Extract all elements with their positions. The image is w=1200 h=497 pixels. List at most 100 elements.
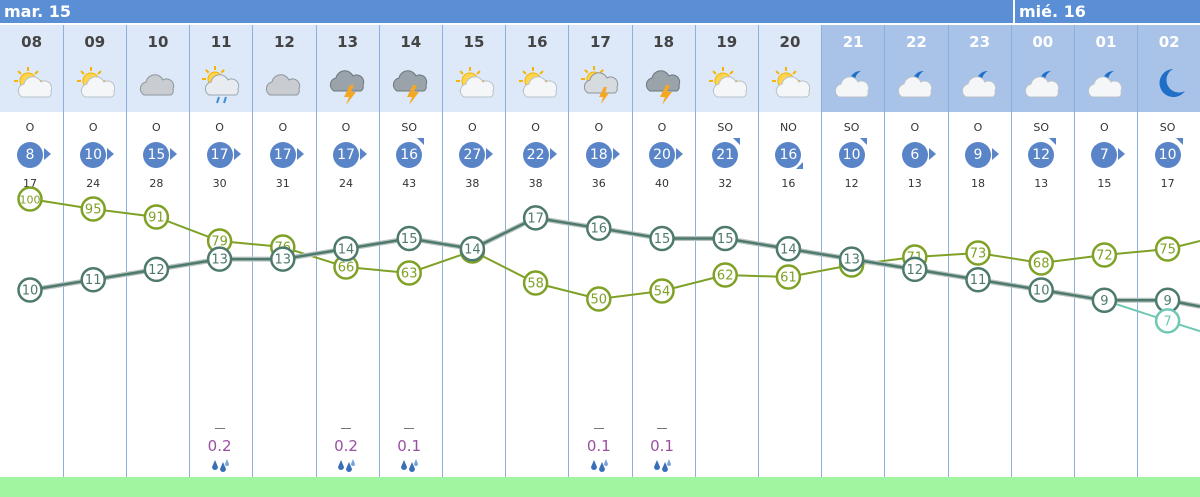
wind-speed-badge: 17 xyxy=(269,142,296,168)
wind-direction: O xyxy=(215,121,224,134)
wind-speed-badge: 7 xyxy=(1091,142,1118,168)
wind-direction: SO xyxy=(1033,121,1049,134)
data-point xyxy=(522,270,549,296)
wind-direction: SO xyxy=(1159,121,1176,134)
precip-amount: 0.1 xyxy=(397,437,422,455)
data-point xyxy=(459,236,486,262)
hour-label: 20 xyxy=(779,33,801,51)
hour-label: 22 xyxy=(905,33,927,51)
wind-direction: O xyxy=(1100,121,1109,134)
sun-cloud-icon xyxy=(519,67,558,98)
column-divider xyxy=(631,25,633,493)
data-label: 14 xyxy=(338,242,355,257)
data-point xyxy=(80,196,106,222)
wind-arrow-icon xyxy=(676,148,683,160)
precip-amount: 0.1 xyxy=(650,437,674,455)
wind-speed-badge: 9 xyxy=(965,142,991,168)
data-label: 13 xyxy=(275,253,292,268)
data-label: 15 xyxy=(401,232,418,247)
hour-header: 13 xyxy=(316,25,380,112)
wind-arrow-icon xyxy=(1118,148,1126,160)
hour-header: 23 xyxy=(948,25,1012,112)
moon-cloud-icon xyxy=(898,70,933,98)
hour-label: 21 xyxy=(842,33,864,51)
data-label: 66 xyxy=(338,261,355,276)
hour-label: 19 xyxy=(716,33,738,51)
sun-cloud-rain-icon xyxy=(202,66,240,104)
column-divider xyxy=(125,25,127,493)
wind-speed-badge: 6 xyxy=(901,142,928,168)
wind-direction: O xyxy=(88,121,98,134)
wind-gust: 36 xyxy=(591,177,606,190)
hour-label: 13 xyxy=(337,33,359,51)
hour-header: 15 xyxy=(442,25,506,112)
column-divider xyxy=(378,25,380,493)
data-label: 73 xyxy=(970,247,987,262)
wind-arrow-icon xyxy=(107,148,115,160)
hour-header: 02 xyxy=(1137,25,1200,112)
hour-label: 08 xyxy=(21,33,43,51)
data-point xyxy=(838,246,865,272)
wind-direction: SO xyxy=(717,121,733,134)
wind-arrow-icon xyxy=(486,148,494,160)
data-label: 13 xyxy=(843,253,860,268)
wind-arrow-icon xyxy=(612,148,620,160)
hour-label: 17 xyxy=(589,33,611,51)
column-divider xyxy=(189,25,191,493)
rain-drops-icon xyxy=(401,459,419,472)
data-point xyxy=(396,225,422,252)
column-divider xyxy=(821,25,823,493)
data-point xyxy=(1028,250,1054,276)
wind-direction: O xyxy=(341,121,351,134)
column-divider xyxy=(315,25,317,493)
precip-dash xyxy=(404,428,415,429)
hour-header: 12 xyxy=(252,25,316,112)
precip-amount: 0.2 xyxy=(334,437,358,455)
hour-header: 21 xyxy=(821,25,885,112)
column-divider xyxy=(884,25,886,493)
wind-arrow-icon xyxy=(796,162,804,169)
column-divider xyxy=(62,25,64,493)
wind-direction: SO xyxy=(401,121,417,134)
wind-gust: 13 xyxy=(907,177,922,190)
rain-drops-icon xyxy=(211,459,229,472)
wind-speed-badge: 12 xyxy=(1028,142,1055,168)
day-header-tue: mar. 15 xyxy=(0,0,1013,23)
data-point xyxy=(80,266,106,293)
hour-label: 10 xyxy=(147,33,169,51)
hour-label: 11 xyxy=(210,33,232,51)
wind-gust: 28 xyxy=(149,177,164,190)
storm-icon xyxy=(645,70,680,105)
data-point xyxy=(270,246,296,272)
hour-label: 15 xyxy=(463,33,485,51)
hour-label: 23 xyxy=(969,33,991,51)
wind-gust: 38 xyxy=(465,177,480,190)
hour-label: 18 xyxy=(653,33,675,51)
wind-speed-badge: 27 xyxy=(459,142,486,168)
data-label: 12 xyxy=(148,263,165,278)
data-point xyxy=(333,236,359,262)
data-label: 12 xyxy=(907,263,924,278)
data-point xyxy=(1154,308,1181,334)
storm-icon xyxy=(329,70,364,105)
wind-gust: 18 xyxy=(971,177,985,190)
wind-direction: O xyxy=(973,121,983,134)
moon-icon xyxy=(1159,69,1186,97)
column-divider xyxy=(441,25,443,493)
day-header-wed: mié. 16 xyxy=(1015,0,1200,23)
data-label: 7 xyxy=(1163,314,1171,329)
precip-dash xyxy=(214,428,225,429)
hour-header: 00 xyxy=(1011,25,1075,112)
moon-cloud-icon xyxy=(961,70,996,98)
wind-gust: 43 xyxy=(402,177,417,190)
data-point xyxy=(965,240,991,266)
wind-speed-badge: 15 xyxy=(143,142,170,168)
hour-header: 14 xyxy=(379,25,443,112)
precip-amount: 0.2 xyxy=(207,437,232,455)
wind-arrow-icon xyxy=(360,148,367,160)
data-label: 16 xyxy=(591,222,608,237)
data-label: 54 xyxy=(654,285,671,300)
wind-direction: O xyxy=(25,121,35,134)
hour-header: 11 xyxy=(189,25,253,112)
wind-speed-badge: 22 xyxy=(522,142,549,168)
